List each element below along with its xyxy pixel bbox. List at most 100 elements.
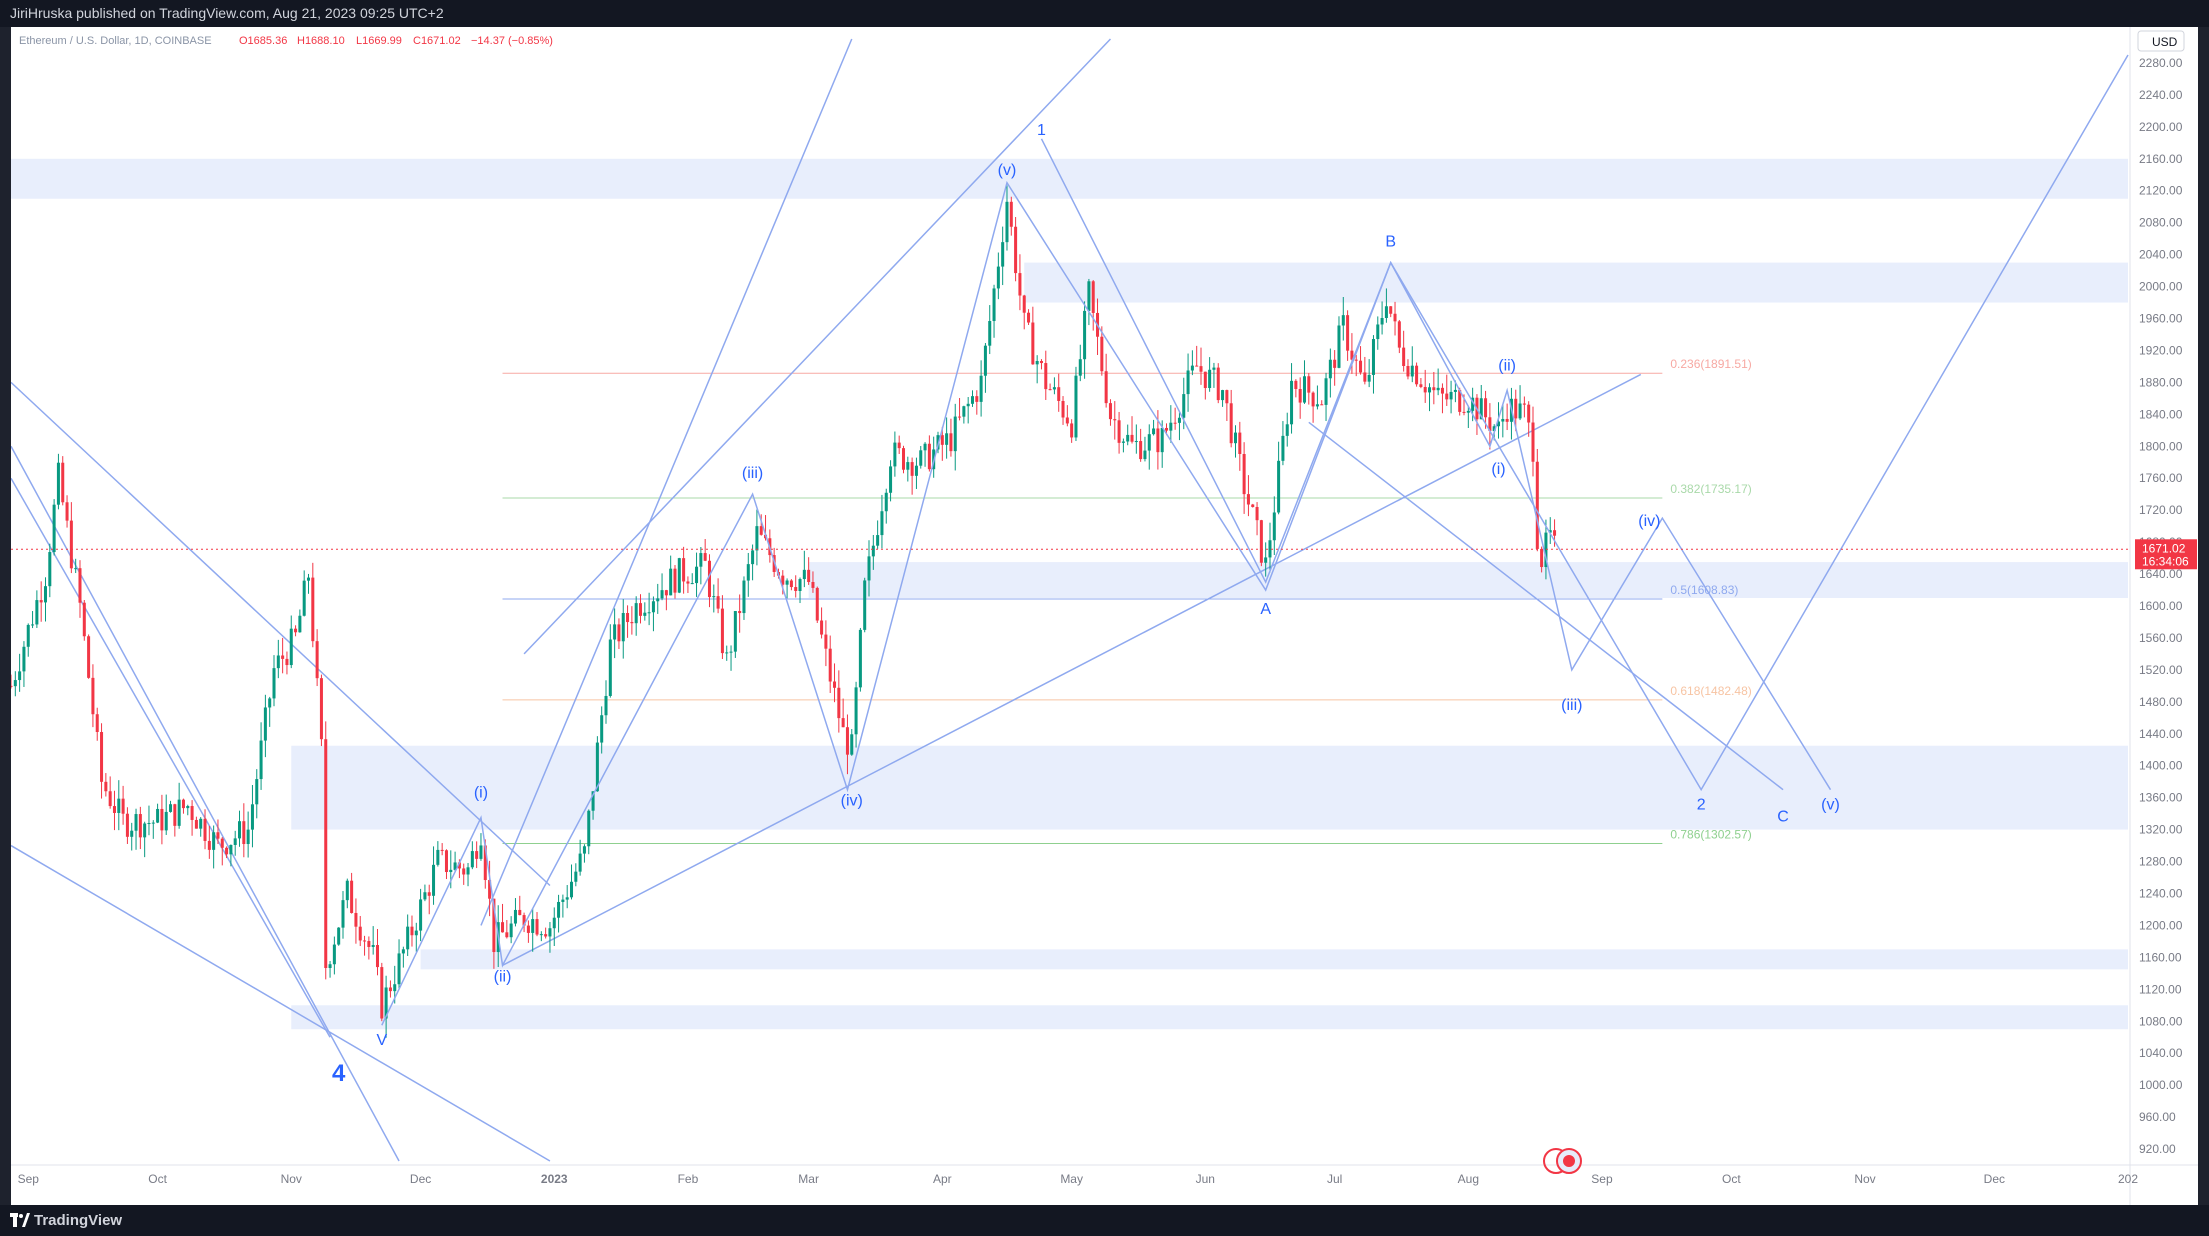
candle-body <box>1225 390 1229 404</box>
trendline[interactable] <box>11 477 331 1038</box>
wave-label: (iv) <box>1638 513 1660 530</box>
candle-body <box>203 818 207 841</box>
trendline[interactable] <box>502 373 1642 967</box>
price-chart[interactable]: 0.236(1891.51) 0.382(1735.17) 0.5(1608.83)… <box>11 27 2198 1205</box>
fibonacci-levels[interactable]: 0.236(1891.51) 0.382(1735.17) 0.5(1608.83)… <box>502 357 1752 845</box>
candle-body <box>1359 360 1363 373</box>
candle-body <box>1052 387 1056 390</box>
candle-body <box>552 917 556 929</box>
candle-body <box>104 781 108 792</box>
candle-body <box>319 678 323 740</box>
candle-body <box>876 535 880 546</box>
candle-body <box>1406 365 1410 377</box>
candle-body <box>1169 422 1173 431</box>
candle-body <box>695 566 699 584</box>
fib-label: 0.786(1302.57) <box>1670 828 1751 842</box>
candle-body <box>1479 398 1483 420</box>
price-tick-label: 2120.00 <box>2139 184 2183 198</box>
candle-body <box>1393 313 1397 322</box>
currency-label[interactable]: USD <box>2137 30 2185 52</box>
fib-label: 0.236(1891.51) <box>1670 357 1751 371</box>
candle-body <box>401 949 405 954</box>
price-tick-label: 2280.00 <box>2139 56 2183 70</box>
ohlc-low: L1669.99 <box>356 35 402 47</box>
candle-body <box>707 560 711 598</box>
price-tick-label: 1720.00 <box>2139 503 2183 517</box>
candle-body <box>444 850 448 873</box>
candle-body <box>1501 418 1505 422</box>
candle-body <box>557 901 561 918</box>
candle-body <box>690 583 694 585</box>
candle-body <box>259 740 263 780</box>
price-tick-label: 1600.00 <box>2139 599 2183 613</box>
candle-body <box>1402 347 1406 366</box>
candle-body <box>74 568 78 570</box>
candle-body <box>789 580 793 588</box>
candle-body <box>1445 393 1449 400</box>
time-tick-label: Oct <box>1722 1172 1741 1186</box>
candle-body <box>419 899 423 931</box>
wave-path[interactable] <box>381 180 1832 1026</box>
wave-label: (iii) <box>1561 697 1582 714</box>
candle-body <box>1449 391 1453 400</box>
price-tick-label: 2080.00 <box>2139 216 2183 230</box>
projection-path[interactable] <box>1040 54 2129 792</box>
candle-body <box>375 945 379 968</box>
wave-paths[interactable] <box>11 54 2129 1026</box>
candle-body <box>729 651 733 653</box>
wave-labels: 1 (v) (iii) (i) (ii) (iv) V 4 A B (ii) (i) (iv) (iii)… <box>332 122 1840 1087</box>
candle-body <box>1496 421 1501 427</box>
candle-body <box>220 838 224 848</box>
candle-body <box>151 822 155 824</box>
candle-body <box>1139 441 1143 460</box>
trendlines[interactable] <box>11 38 1784 1162</box>
candle-body <box>78 568 82 603</box>
trendline[interactable] <box>11 844 551 1162</box>
candle-body <box>181 799 185 809</box>
candle-body <box>13 680 17 687</box>
candle-body <box>811 582 815 588</box>
candle-body <box>414 930 418 936</box>
wave-label: (ii) <box>494 968 512 985</box>
fib-label: 0.5(1608.83) <box>1670 583 1738 597</box>
candle-body <box>1514 398 1518 419</box>
candle-body <box>522 915 526 926</box>
candle-body <box>604 695 608 716</box>
candle-body <box>229 844 233 855</box>
candle-body <box>1027 312 1031 323</box>
candle-body <box>380 967 384 1019</box>
price-tick-label: 1360.00 <box>2139 791 2183 805</box>
trendline[interactable] <box>480 38 853 926</box>
footer-bar: TradingView <box>0 1205 2209 1236</box>
candle-body <box>164 811 168 831</box>
candle-body <box>630 622 634 624</box>
candle-body <box>1324 378 1328 405</box>
candle-body <box>1505 418 1509 422</box>
trendline[interactable] <box>1308 421 1784 791</box>
price-zone <box>1024 262 2128 303</box>
trendline[interactable] <box>523 38 1112 655</box>
trendline[interactable] <box>11 381 551 887</box>
price-axis[interactable]: 920.00 960.00 1000.00 1040.00 1080.00 1120.00… <box>2129 27 2183 1205</box>
last-price-tag: 1671.02 16:34:06 <box>2135 539 2197 570</box>
candle-body <box>1186 370 1190 395</box>
candle-body <box>1065 417 1069 424</box>
candle-body <box>272 668 276 699</box>
candle-body <box>475 851 479 859</box>
candle-body <box>664 590 668 596</box>
currency-box[interactable] <box>2137 30 2185 52</box>
candle-body <box>1251 504 1255 507</box>
candle-body <box>906 462 910 470</box>
candle-body <box>1233 432 1238 444</box>
ohlc-change: −14.37 (−0.85%) <box>471 35 553 47</box>
candle-body <box>867 556 871 581</box>
candle-body <box>1320 404 1324 406</box>
price-tick-label: 1760.00 <box>2139 471 2183 485</box>
price-tick-label: 1200.00 <box>2139 918 2183 932</box>
candle-body <box>56 462 60 505</box>
time-axis[interactable]: Sep Oct Nov Dec 2023 Feb Mar Apr May Jun Jul Aug Sep… <box>11 1164 2198 1186</box>
chart-area[interactable]: 0.236(1891.51) 0.382(1735.17) 0.5(1608.83)… <box>11 27 2198 1205</box>
price-tick-label: 1800.00 <box>2139 439 2183 453</box>
candle-body <box>432 864 436 896</box>
candle-body <box>1078 359 1082 376</box>
